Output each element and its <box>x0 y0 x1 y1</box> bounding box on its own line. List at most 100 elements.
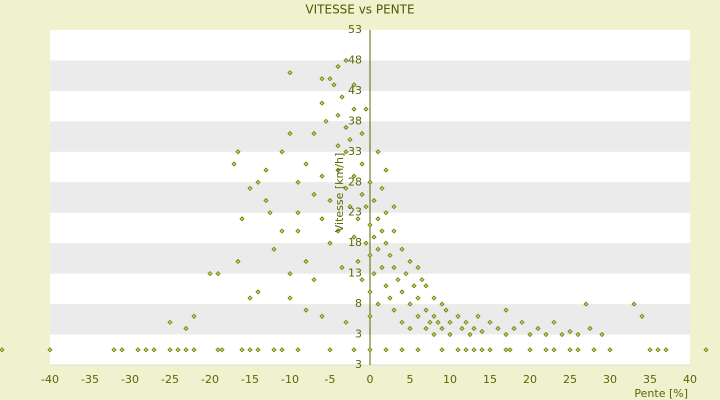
data-point <box>327 240 333 246</box>
data-point <box>319 173 325 179</box>
y-tick-label: 48 <box>348 53 362 66</box>
data-point <box>471 325 477 332</box>
data-point <box>319 100 325 106</box>
data-point <box>343 124 349 131</box>
x-tick-label: 30 <box>603 373 617 386</box>
x-tick-label: -10 <box>281 373 299 386</box>
data-point <box>423 325 429 332</box>
x-axis-title: Pente [%] <box>634 387 688 400</box>
y-tick-label: 33 <box>348 145 362 158</box>
data-point <box>167 319 173 325</box>
chart-title: VITESSE vs PENTE <box>305 3 414 17</box>
data-point <box>399 289 405 295</box>
data-point <box>207 271 213 277</box>
x-tick-label: 35 <box>643 373 657 386</box>
data-point <box>343 185 349 191</box>
data-point <box>175 347 181 353</box>
data-point <box>663 347 669 353</box>
data-point <box>379 264 385 271</box>
data-point <box>371 197 377 204</box>
data-point <box>267 210 273 216</box>
data-point <box>339 264 345 271</box>
data-point <box>351 234 357 240</box>
data-point <box>383 240 389 246</box>
data-point <box>239 347 245 353</box>
data-point <box>447 331 453 338</box>
data-point <box>399 319 405 325</box>
y-tick-label: 53 <box>348 23 362 36</box>
data-point <box>311 277 317 283</box>
data-point <box>459 325 465 332</box>
data-point <box>443 307 449 313</box>
x-tick-label: 40 <box>683 373 697 386</box>
data-point <box>231 161 237 167</box>
data-point <box>119 347 125 353</box>
data-point <box>487 347 493 353</box>
data-point <box>0 347 5 353</box>
data-point <box>415 313 421 319</box>
data-point <box>295 210 301 216</box>
data-point <box>323 118 329 124</box>
data-point <box>475 313 481 319</box>
data-point <box>319 313 325 319</box>
data-point <box>455 347 461 353</box>
data-point <box>431 313 437 319</box>
data-point <box>495 325 501 332</box>
data-point <box>359 191 365 198</box>
x-tick-label: -40 <box>41 373 59 386</box>
data-point <box>551 319 557 325</box>
data-point <box>439 347 445 353</box>
data-point <box>247 185 253 191</box>
data-point <box>143 347 149 353</box>
data-point <box>399 347 405 353</box>
data-point <box>503 331 509 338</box>
data-point <box>363 240 369 246</box>
x-tick-label: -30 <box>121 373 139 386</box>
data-point <box>639 313 645 319</box>
data-point <box>455 313 461 319</box>
data-point <box>167 347 173 353</box>
data-point <box>587 325 593 332</box>
x-tick-label: -5 <box>325 373 336 386</box>
data-point <box>375 246 381 252</box>
data-point <box>219 347 225 353</box>
data-point <box>527 347 533 353</box>
data-point <box>311 191 317 198</box>
data-point <box>303 307 309 313</box>
data-point <box>463 347 469 353</box>
data-point <box>379 185 385 191</box>
data-point <box>359 161 365 167</box>
data-point <box>567 347 573 353</box>
y-tick-label: 23 <box>348 206 362 219</box>
data-point <box>527 331 533 338</box>
data-point <box>435 319 441 325</box>
data-point <box>343 149 349 155</box>
x-tick-label: -25 <box>161 373 179 386</box>
data-point <box>423 283 429 289</box>
data-point <box>387 252 393 258</box>
data-point <box>183 325 189 332</box>
data-point <box>543 347 549 353</box>
data-point <box>191 313 197 319</box>
data-point <box>247 347 253 353</box>
data-point <box>335 143 341 149</box>
data-point <box>279 149 285 155</box>
x-tick-label: 0 <box>367 373 374 386</box>
data-point <box>247 295 253 301</box>
data-point <box>507 347 513 353</box>
data-point <box>295 228 301 234</box>
data-point <box>347 204 353 210</box>
data-point <box>271 246 277 252</box>
data-point <box>347 137 353 143</box>
y-axis-title: Vitesse [km/h] <box>333 153 346 233</box>
data-point <box>439 301 445 307</box>
data-point <box>395 277 401 283</box>
data-point <box>419 277 425 283</box>
data-point <box>367 289 373 295</box>
data-point <box>423 307 429 313</box>
data-point <box>367 222 373 228</box>
data-point <box>295 347 301 353</box>
data-point <box>319 76 325 82</box>
data-point <box>479 347 485 353</box>
